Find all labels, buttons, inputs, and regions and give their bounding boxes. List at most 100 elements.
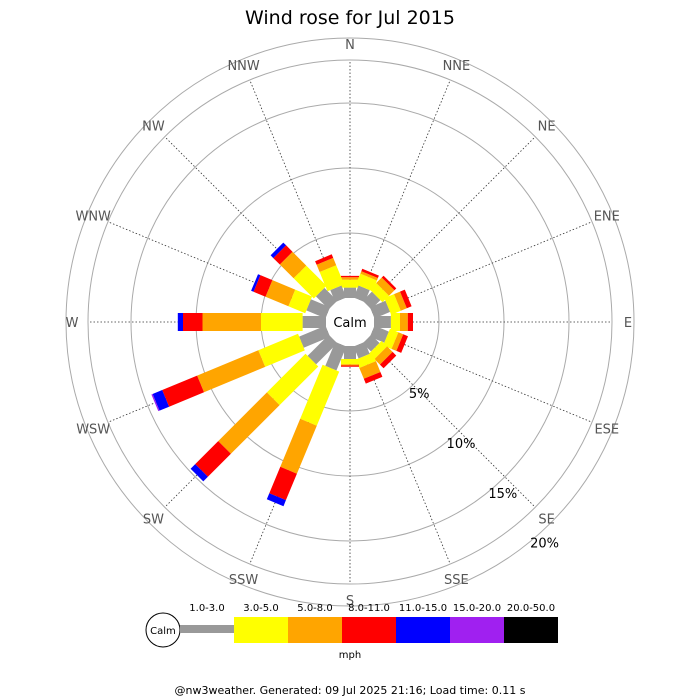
bar-s-bin-3 [341, 364, 359, 366]
bar-s-bin-4 [341, 365, 359, 367]
direction-label-wsw: WSW [76, 422, 110, 437]
grid-ring-4 [65, 37, 635, 607]
legend-swatch-6 [450, 617, 504, 643]
calm-center: Calm [326, 298, 374, 346]
legend-label-7: 20.0-50.0 [507, 603, 555, 614]
legend-label-2: 3.0-5.0 [243, 603, 278, 614]
grid-ring-3 [130, 102, 570, 542]
ring-label-3: 15% [488, 487, 517, 502]
ring-label-2: 10% [447, 437, 476, 452]
spoke-nne [358, 79, 451, 300]
bar-nw-bin-4 [273, 245, 293, 265]
direction-label-se: SE [538, 513, 554, 528]
bar-e-bin-2 [390, 313, 400, 331]
bar-ssw-bin-2 [300, 364, 340, 426]
bar-wnw-bin-4 [253, 275, 273, 297]
bar-ese-bin-2 [383, 328, 399, 349]
legend-swatch-7 [504, 617, 558, 643]
bar-wsw-bin-2 [258, 333, 305, 367]
direction-label-e: E [624, 316, 632, 331]
bar-wsw-bin-4 [162, 375, 204, 407]
bar-ne-bin-2 [369, 283, 389, 303]
bar-wnw-bin-2 [288, 289, 313, 314]
bar-nnw-bin-2 [319, 265, 345, 292]
bar-wnw-bin-1 [306, 299, 331, 319]
bar-wsw-bin-5 [152, 390, 170, 411]
direction-label-n: N [345, 38, 355, 53]
bar-wsw-bin-1 [299, 325, 331, 348]
legend-swatch-4 [342, 617, 396, 643]
bar-wnw-bin-5 [251, 274, 261, 292]
bar-nw-bin-3 [279, 251, 307, 279]
spoke-sse [358, 344, 451, 565]
bar-sse-bin-2 [355, 352, 376, 368]
bar-ene-bin-1 [369, 300, 391, 319]
bar-ne-bin-4 [381, 275, 397, 291]
bar-sw-bin-3 [218, 392, 280, 454]
direction-label-ese: ESE [594, 422, 619, 437]
direction-label-sw: SW [143, 513, 164, 528]
legend-label-1: 1.0-3.0 [189, 603, 224, 614]
bar-nne-bin-2 [355, 273, 377, 292]
bar-sw-bin-5 [190, 464, 208, 482]
bar-nw-bin-1 [315, 287, 338, 310]
grid-outer-ring [87, 59, 613, 585]
bar-sse-bin-1 [353, 341, 370, 359]
bar-wsw-bin-3 [197, 350, 266, 393]
legend-swatch-2 [234, 617, 288, 643]
bar-ne-bin-3 [376, 277, 395, 296]
bar-nne-bin-4 [361, 268, 379, 278]
ring-labels: 5% 10% 15% 20% [409, 387, 559, 551]
legend-swatch-5 [396, 617, 450, 643]
bar-ene-bin-3 [394, 291, 407, 311]
bar-e-bin-3 [400, 313, 408, 331]
legend-label-5: 11.0-15.0 [399, 603, 447, 614]
bar-ne-bin-1 [362, 291, 381, 310]
bar-sse-bin-4 [363, 372, 383, 384]
bar-ssw-bin-5 [266, 493, 286, 507]
bar-s-bin-2 [341, 359, 359, 365]
direction-label-s: S [346, 594, 354, 609]
bar-e-bin-1 [374, 316, 391, 328]
bar-ese-bin-4 [396, 334, 408, 353]
bar-ese-bin-3 [391, 332, 404, 351]
legend-label-6: 15.0-20.0 [453, 603, 501, 614]
spoke-ne [366, 136, 536, 306]
chart-title: Wind rose for Jul 2015 [245, 7, 455, 29]
direction-label-ssw: SSW [229, 573, 259, 588]
legend-swatch-3 [288, 617, 342, 643]
bar-n-bin-1 [344, 287, 356, 298]
ring-label-4: 20% [530, 537, 559, 552]
bar-ene-bin-4 [400, 289, 412, 309]
speed-legend: Calm 1.0-3.0 3.0-5.0 5.0-8.0 8.0-11.0 11.0-1… [145, 603, 558, 661]
bar-w-bin-4 [183, 313, 203, 331]
footer-text: @nw3weather. Generated: 09 Jul 2025 21:1… [175, 684, 526, 697]
direction-label-ene: ENE [594, 210, 620, 225]
bar-w-bin-2 [261, 313, 303, 331]
direction-label-ne: NE [538, 119, 556, 134]
direction-label-nw: NW [142, 119, 165, 134]
calm-label: Calm [333, 316, 366, 331]
bar-nw-bin-5 [270, 242, 287, 259]
calm-circle [326, 298, 374, 346]
bar-nnw-bin-4 [315, 254, 334, 265]
spoke-ese [372, 330, 593, 423]
bar-nnw-bin-1 [330, 285, 347, 303]
direction-label-sse: SSE [444, 573, 469, 588]
bar-n-bin-2 [341, 279, 359, 288]
spoke-se [366, 338, 536, 508]
bar-w-bin-3 [202, 313, 261, 331]
legend-swatch-1 [180, 625, 234, 633]
legend-label-3: 5.0-8.0 [297, 603, 332, 614]
ring-label-1: 5% [409, 387, 430, 402]
spoke-ene [372, 221, 593, 314]
direction-bars [151, 242, 413, 507]
bar-wsw-bin-6 [151, 394, 160, 412]
bar-sw-bin-4 [195, 441, 231, 477]
direction-label-nnw: NNW [227, 59, 259, 74]
bar-se-bin-4 [379, 351, 397, 369]
legend-calm-label: Calm [150, 626, 176, 637]
bar-n-bin-4 [341, 275, 359, 278]
bar-ssw-bin-1 [325, 341, 347, 371]
bar-sw-bin-2 [266, 353, 319, 406]
